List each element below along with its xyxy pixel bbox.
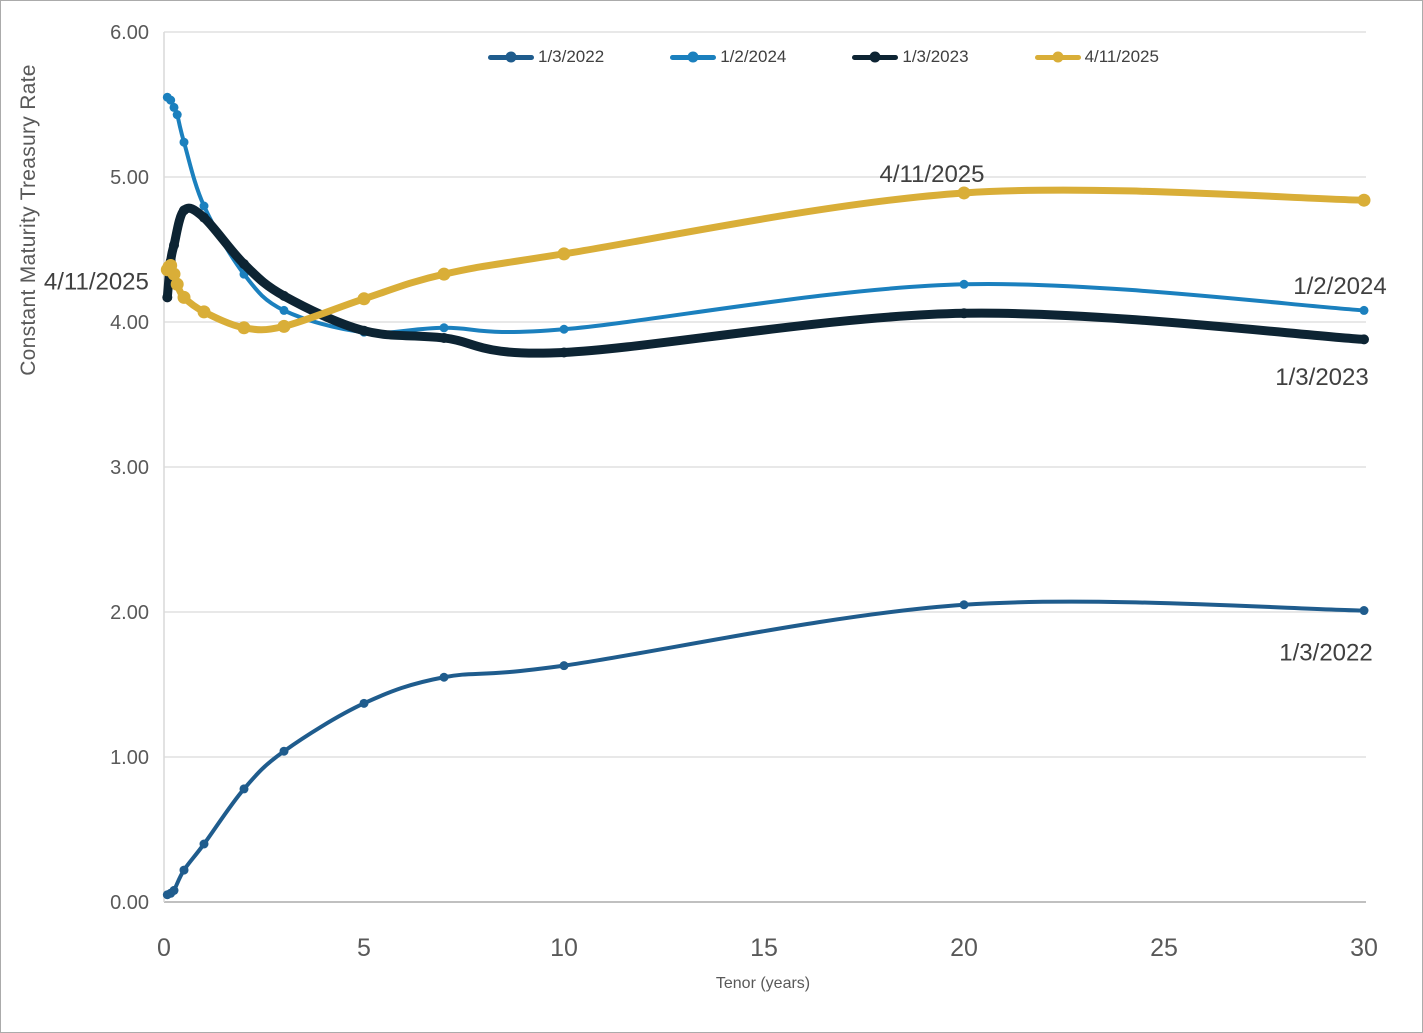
data-point-marker [162, 292, 173, 303]
y-tick-label: 4.00 [110, 312, 149, 334]
data-point-marker [199, 201, 209, 211]
series-4-11-2025 [160, 186, 1371, 335]
data-point-marker [197, 305, 211, 319]
series-line [163, 186, 1368, 334]
data-point-marker [359, 325, 369, 336]
series-label: 1/3/2023 [1275, 364, 1368, 391]
legend-label: 1/2/2024 [720, 47, 787, 66]
x-tick-label: 0 [157, 934, 171, 962]
data-point-marker [239, 784, 249, 794]
legend-line-marker-icon [852, 51, 899, 64]
x-tick-label: 25 [1150, 934, 1178, 962]
data-point-marker [437, 267, 451, 281]
y-tick-label: 2.00 [110, 602, 149, 624]
legend-line-marker-icon [488, 51, 534, 64]
data-point-marker [177, 290, 191, 304]
x-tick-label: 30 [1350, 934, 1378, 962]
y-tick-label: 1.00 [110, 747, 149, 769]
legend-item-4-11-2025[interactable]: 4/11/2025 [1034, 47, 1159, 67]
data-point-marker [559, 347, 569, 358]
legend-label: 1/3/2022 [538, 47, 605, 66]
data-point-marker [237, 321, 251, 335]
legend-dot [869, 51, 881, 63]
legend: 1/3/2022 1/2/2024 1/3/2023 4/11/2025 [488, 47, 1159, 67]
data-point-marker [279, 746, 289, 756]
data-point-marker [166, 95, 176, 105]
data-point-marker [199, 839, 209, 849]
data-point-marker [959, 308, 969, 319]
data-point-marker [439, 672, 449, 682]
legend-line-marker-icon [1034, 51, 1081, 64]
data-point-marker [167, 267, 181, 281]
legend-dot [1052, 51, 1064, 63]
series-label: 4/11/2025 [880, 161, 985, 188]
data-point-marker [179, 137, 189, 147]
data-point-marker [959, 279, 969, 289]
x-tick-label: 5 [357, 934, 371, 962]
x-tick-labels: 0 5 10 15 20 25 30 [157, 934, 1378, 962]
data-point-marker [169, 102, 179, 112]
y-tick-label: 6.00 [110, 22, 149, 44]
series-line [165, 599, 1366, 897]
data-point-marker [277, 319, 291, 333]
x-tick-label: 20 [950, 934, 978, 962]
legend-dot [687, 51, 699, 63]
data-point-marker [559, 324, 569, 334]
data-point-marker [179, 205, 189, 216]
data-point-marker [199, 212, 209, 223]
series-annotations: 4/11/2025 4/11/2025 1/2/2024 1/3/2023 1/3/20… [44, 161, 1387, 666]
data-point-marker [357, 292, 371, 306]
data-point-marker [559, 661, 569, 671]
data-point-marker [1359, 305, 1369, 315]
y-tick-label: 5.00 [110, 167, 149, 189]
data-point-marker [439, 323, 449, 333]
legend-item-1-2-2024[interactable]: 1/2/2024 [670, 47, 786, 67]
data-point-marker [959, 600, 969, 610]
data-point-marker [1357, 193, 1371, 207]
data-point-marker [279, 305, 289, 315]
series-label: 4/11/2025 [44, 268, 149, 295]
data-point-marker [172, 110, 182, 120]
data-point-marker [359, 698, 369, 708]
data-point-marker [557, 247, 571, 261]
data-point-marker [957, 186, 971, 200]
x-tick-label: 10 [550, 934, 578, 962]
x-axis-title: Tenor (years) [715, 975, 811, 992]
legend-label: 4/11/2025 [1084, 47, 1159, 66]
series-1-3-2023 [162, 203, 1369, 358]
legend-label: 1/3/2023 [902, 47, 969, 66]
data-point-marker [170, 277, 184, 291]
data-point-marker [1359, 334, 1369, 345]
data-point-marker [439, 332, 449, 343]
legend-item-1-3-2022[interactable]: 1/3/2022 [488, 47, 604, 67]
legend-line-marker-icon [670, 51, 717, 64]
data-point-marker [179, 865, 189, 875]
data-point-marker [279, 290, 289, 301]
gridlines [163, 31, 1366, 903]
series-1-3-2022 [162, 599, 1369, 900]
y-axis-title: Constant Maturity Treasury Rate [17, 64, 40, 376]
data-point-marker [1359, 606, 1369, 616]
x-tick-label: 15 [750, 934, 778, 962]
legend-item-1-3-2023[interactable]: 1/3/2023 [852, 47, 969, 67]
data-point-marker [169, 885, 179, 895]
series-label: 1/3/2022 [1279, 640, 1372, 667]
data-point-marker [169, 240, 179, 251]
y-tick-labels: 0.00 1.00 2.00 3.00 4.00 5.00 6.00 [110, 22, 149, 914]
series-label: 1/2/2024 [1293, 273, 1386, 300]
data-point-marker [239, 259, 249, 269]
y-tick-label: 3.00 [110, 457, 149, 479]
legend-dot [505, 51, 517, 63]
y-tick-label: 0.00 [110, 892, 149, 914]
series-1-2-2024 [162, 92, 1369, 337]
